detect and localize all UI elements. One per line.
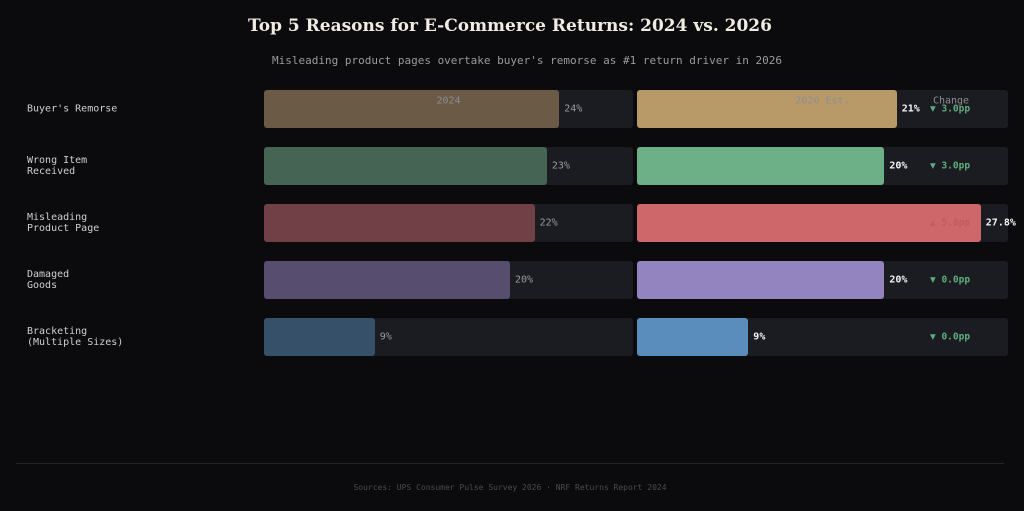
category-label: Misleading Product Page <box>27 212 100 234</box>
bar <box>264 261 510 299</box>
change-label: ▼ 3.0pp <box>930 103 971 115</box>
change-label: ▼ 0.0pp <box>930 331 971 343</box>
footer: Sources: UPS Consumer Pulse Survey 2026 … <box>353 483 667 492</box>
bar <box>264 318 375 356</box>
change-label: ▼ 3.0pp <box>930 160 971 172</box>
bar <box>637 90 897 128</box>
value-label: 24% <box>564 103 583 115</box>
divider <box>16 463 1004 464</box>
category-label: Bracketing (Multiple Sizes) <box>27 326 124 348</box>
chart-subtitle: Misleading product pages overtake buyer'… <box>272 54 782 67</box>
column-header: Change <box>932 95 970 107</box>
category-label: Buyer's Remorse <box>27 103 118 115</box>
legend-entry: 2026 Est. <box>795 95 850 107</box>
category-label: Damaged Goods <box>27 269 70 291</box>
bar <box>637 147 885 185</box>
value-label: 22% <box>539 217 558 229</box>
value-label: 9% <box>753 331 766 343</box>
value-label: 23% <box>551 160 570 172</box>
value-label: 27.8% <box>985 217 1016 229</box>
bar <box>637 318 749 356</box>
category-label: Wrong Item Received <box>27 155 88 177</box>
legend-entry: 2024 <box>436 95 461 107</box>
change-label: ▲ 5.8pp <box>930 217 971 229</box>
value-label: 20% <box>889 274 908 286</box>
chart-title: Top 5 Reasons for E-Commerce Returns: 20… <box>248 16 772 36</box>
bar <box>264 90 560 128</box>
value-label: 21% <box>901 103 920 115</box>
value-label: 20% <box>889 160 908 172</box>
bar <box>264 147 547 185</box>
bar <box>637 204 981 242</box>
change-label: ▼ 0.0pp <box>930 274 971 286</box>
bar <box>264 204 535 242</box>
bar <box>637 261 885 299</box>
value-label: 9% <box>379 331 392 343</box>
value-label: 20% <box>515 274 534 286</box>
